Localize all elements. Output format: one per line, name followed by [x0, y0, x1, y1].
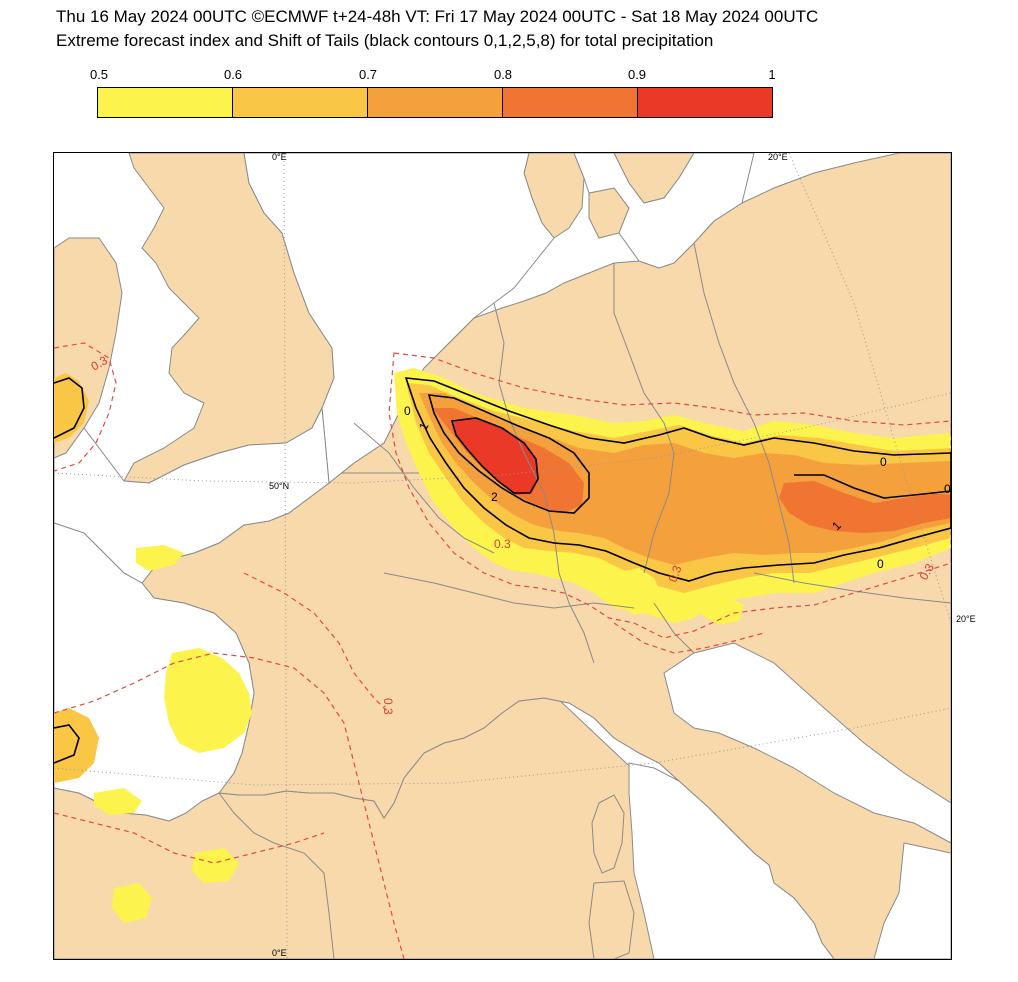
black-contour-west	[54, 377, 85, 439]
efi-south-patch-3	[94, 788, 142, 815]
black-contour-1	[427, 394, 590, 514]
black-contour-label: 0	[880, 455, 887, 469]
black-contour-label: 0	[944, 482, 951, 496]
red-dashed-contours	[54, 342, 951, 959]
black-contour-sw	[54, 724, 80, 764]
efi-south-patch-1	[614, 568, 662, 615]
colorbar-swatch-0-8	[503, 88, 638, 117]
sea-north	[243, 153, 555, 484]
graticule	[54, 153, 951, 959]
black-contour-0	[404, 377, 951, 582]
colorbar-tick: 0.6	[223, 67, 243, 82]
sea-tyrrhenian	[628, 762, 835, 959]
map-canvas: 0.3 0.3 0.3 0.3 0.3 0 1 2 0 1 0 0	[54, 153, 951, 959]
meridian-20e	[788, 153, 951, 624]
efi-level-0-8-east	[779, 481, 951, 533]
colorbar-swatch-0-6	[233, 88, 368, 117]
colorbar-swatch-0-9	[638, 88, 772, 117]
land-corsica	[591, 794, 625, 874]
colorbar-tick: 0.7	[358, 67, 378, 82]
efi-west-patch-3	[54, 373, 89, 443]
colorbar-tick: 0.5	[89, 67, 109, 82]
red-contour-alps-south	[613, 622, 765, 654]
colorbar-swatch-0-7	[368, 88, 503, 117]
black-contour-label: 2	[491, 490, 498, 504]
land-sardinia	[588, 880, 635, 959]
grid-label-right-20e: 20°E	[956, 614, 976, 624]
border-line	[613, 263, 675, 574]
sea-adriatic	[663, 642, 951, 844]
border-line	[383, 572, 635, 609]
map-panel: 0.3 0.3 0.3 0.3 0.3 0 1 2 0 1 0 0 0°E 20…	[53, 152, 952, 960]
red-contour-west	[54, 342, 117, 472]
grid-label-bottom-0e: 0°E	[272, 948, 287, 958]
red-contour-main	[388, 352, 951, 639]
border-line	[493, 302, 595, 664]
border-line	[693, 242, 795, 584]
sea-ionian	[873, 842, 951, 959]
grid-label-top-0e: 0°E	[272, 152, 287, 162]
border-line	[753, 572, 951, 604]
efi-south-patch-5	[112, 883, 152, 923]
black-contours	[54, 377, 951, 764]
black-contour-label: 0	[877, 557, 884, 571]
border-line	[653, 602, 695, 654]
map-title-line-1: Thu 16 May 2024 00UTC ©ECMWF t+24-48h VT…	[56, 7, 819, 26]
grid-label-top-20e: 20°E	[768, 152, 788, 162]
black-contour-2	[450, 417, 539, 494]
red-contour-france	[243, 572, 390, 714]
border-line	[353, 422, 495, 554]
borders-layer	[353, 242, 951, 664]
colorbar-legend	[97, 87, 773, 118]
colorbar-swatch-0-5	[98, 88, 233, 117]
map-title-line-2: Extreme forecast index and Shift of Tail…	[56, 31, 714, 50]
efi-west-patch-1	[164, 648, 252, 753]
grid-label-50n: 50°N	[269, 481, 290, 491]
black-contour-label: 0	[404, 404, 411, 418]
black-contour-1-east	[794, 474, 951, 499]
sea-baltic	[573, 153, 755, 269]
red-contour-sw	[54, 652, 405, 959]
red-contour-pyrenees	[54, 812, 325, 864]
colorbar-tick: 1	[768, 67, 776, 82]
efi-south-patch-2	[699, 595, 744, 625]
red-contour-label: 0.3	[381, 698, 395, 715]
efi-level-0-9	[454, 418, 539, 495]
red-contour-label: 0.3	[494, 537, 511, 551]
efi-south-patch-4	[192, 848, 239, 883]
red-contour-label: 0.3	[666, 563, 685, 584]
colorbar-tick: 0.9	[627, 67, 647, 82]
sea-layer	[54, 153, 951, 959]
efi-west-patch-4	[136, 545, 184, 571]
colorbar-tick: 0.8	[493, 67, 513, 82]
